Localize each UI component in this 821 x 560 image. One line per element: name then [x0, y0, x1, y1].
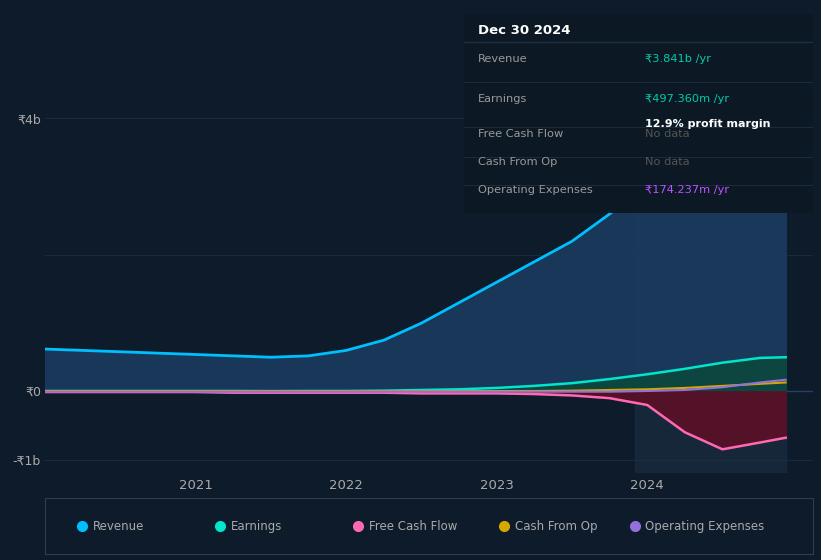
- Text: No data: No data: [645, 129, 690, 139]
- Text: Free Cash Flow: Free Cash Flow: [478, 129, 563, 139]
- Text: ₹3.841b /yr: ₹3.841b /yr: [645, 54, 711, 64]
- Text: ₹497.360m /yr: ₹497.360m /yr: [645, 94, 729, 104]
- Bar: [635, 98, 786, 473]
- Text: Dec 30 2024: Dec 30 2024: [478, 24, 571, 37]
- Text: 12.9% profit margin: 12.9% profit margin: [645, 119, 771, 129]
- Text: Revenue: Revenue: [478, 54, 527, 64]
- Text: Cash From Op: Cash From Op: [478, 157, 557, 167]
- Text: Earnings: Earnings: [231, 520, 282, 533]
- Text: No data: No data: [645, 157, 690, 167]
- Text: Cash From Op: Cash From Op: [515, 520, 598, 533]
- Text: Free Cash Flow: Free Cash Flow: [369, 520, 457, 533]
- Text: Earnings: Earnings: [478, 94, 527, 104]
- Text: ₹174.237m /yr: ₹174.237m /yr: [645, 185, 729, 195]
- Text: Operating Expenses: Operating Expenses: [478, 185, 593, 195]
- Text: Operating Expenses: Operating Expenses: [645, 520, 764, 533]
- Text: Revenue: Revenue: [93, 520, 144, 533]
